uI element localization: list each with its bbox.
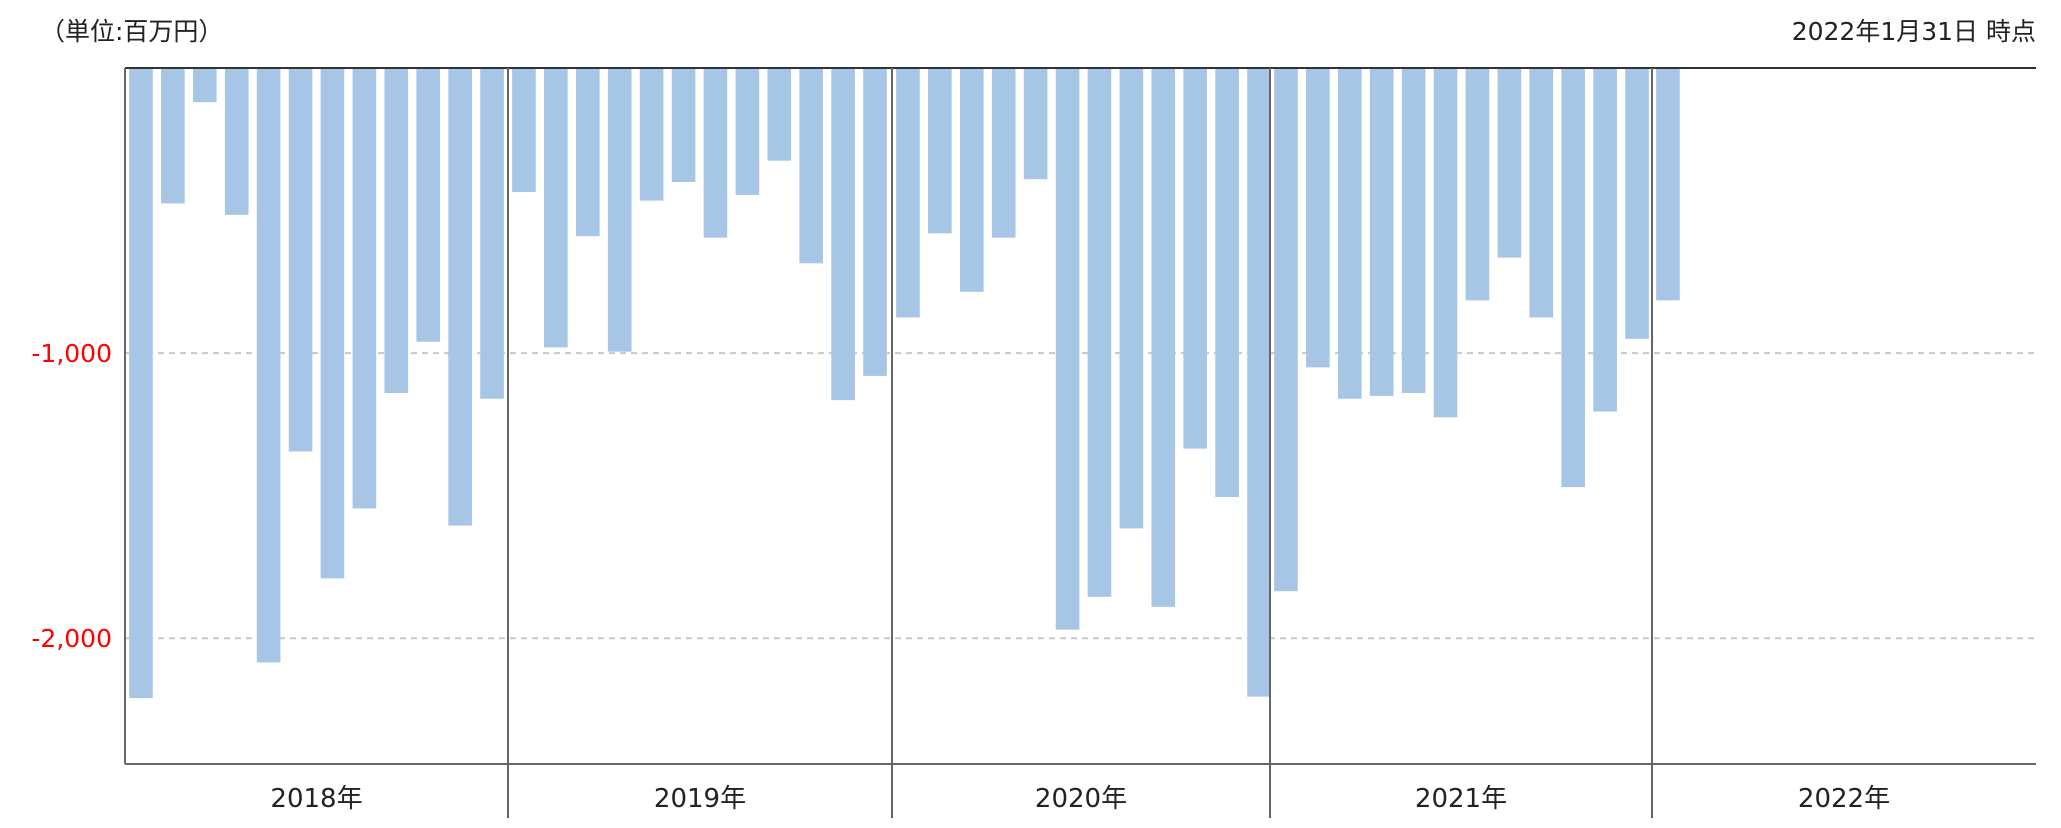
bar bbox=[1625, 68, 1649, 339]
bar bbox=[1465, 68, 1490, 301]
bar bbox=[1274, 68, 1298, 592]
bar bbox=[575, 68, 600, 237]
bar bbox=[735, 68, 760, 195]
bar bbox=[1369, 68, 1394, 396]
bar bbox=[1593, 68, 1617, 412]
bar bbox=[384, 68, 409, 394]
bar bbox=[928, 68, 952, 234]
bar bbox=[1055, 68, 1080, 630]
bar bbox=[1656, 68, 1680, 301]
bar bbox=[288, 68, 313, 452]
bar bbox=[129, 68, 153, 699]
bar bbox=[607, 68, 632, 352]
bar bbox=[831, 68, 855, 401]
axes bbox=[124, 67, 2036, 818]
axis-labels: -1,000 -2,000 2018年 2019年 2020年 2021年 2022年 bbox=[31, 339, 1890, 814]
unit-label: （単位:百万円） bbox=[40, 17, 223, 46]
x-category-label: 2021年 bbox=[1415, 784, 1507, 814]
as-of-date: 2022年1月31日 時点 bbox=[1792, 17, 2036, 46]
bar bbox=[1183, 68, 1208, 449]
x-category-label: 2022年 bbox=[1798, 784, 1890, 814]
bar bbox=[1433, 68, 1458, 418]
bar bbox=[448, 68, 472, 526]
bar bbox=[1401, 68, 1426, 394]
bar bbox=[1337, 68, 1362, 399]
bar bbox=[192, 68, 217, 103]
bar bbox=[320, 68, 345, 579]
bar bbox=[352, 68, 377, 509]
bar bbox=[224, 68, 249, 215]
bar bbox=[1247, 68, 1271, 697]
bars bbox=[129, 68, 1680, 699]
bar bbox=[863, 68, 887, 376]
bar bbox=[1497, 68, 1522, 258]
x-category-label: 2020年 bbox=[1035, 784, 1127, 814]
bar bbox=[799, 68, 824, 264]
x-category-label: 2019年 bbox=[654, 784, 746, 814]
bar bbox=[1087, 68, 1112, 597]
y-tick-label: -2,000 bbox=[31, 624, 112, 653]
bar bbox=[991, 68, 1016, 238]
bar bbox=[1306, 68, 1330, 368]
bar bbox=[1119, 68, 1144, 529]
bar bbox=[639, 68, 664, 201]
bar bbox=[1023, 68, 1048, 180]
bar bbox=[512, 68, 536, 193]
x-category-label: 2018年 bbox=[270, 784, 362, 814]
bar bbox=[161, 68, 185, 204]
bar bbox=[767, 68, 792, 161]
bar bbox=[480, 68, 504, 399]
bar bbox=[1529, 68, 1554, 318]
bar bbox=[1215, 68, 1239, 498]
bar bbox=[1561, 68, 1586, 488]
bar bbox=[416, 68, 441, 342]
bar bbox=[256, 68, 281, 663]
bar bbox=[896, 68, 920, 318]
bar bbox=[703, 68, 728, 238]
bar bbox=[544, 68, 568, 348]
gridlines bbox=[125, 352, 2036, 640]
bar bbox=[671, 68, 696, 183]
bar bbox=[959, 68, 984, 292]
bar bbox=[1151, 68, 1176, 607]
y-tick-label: -1,000 bbox=[31, 339, 112, 368]
